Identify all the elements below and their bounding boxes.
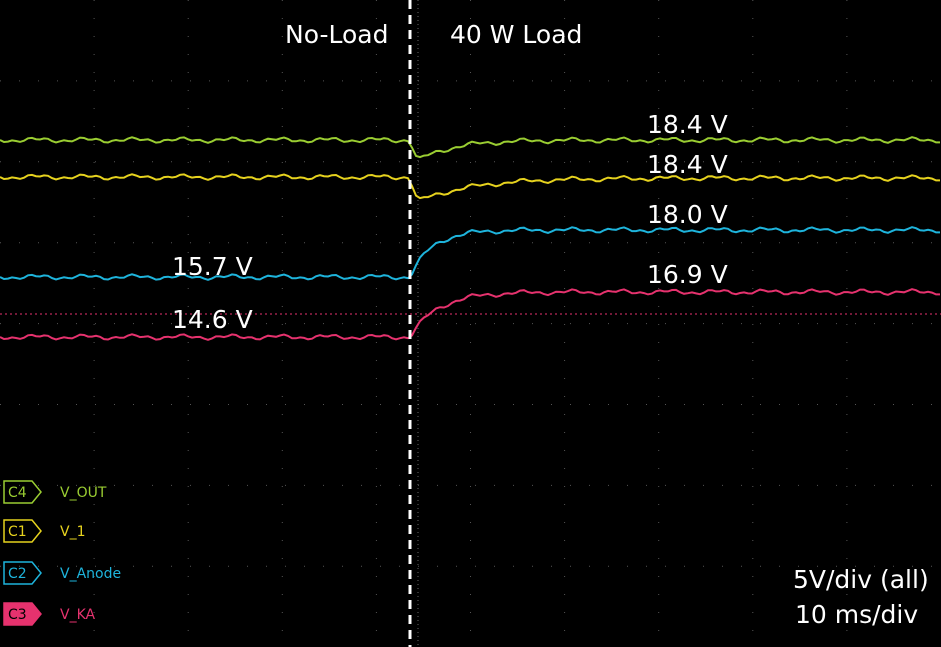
channel-legend: C4 V_OUT C1 V_1 C2 V_Anode C3 V_KA xyxy=(3,480,121,626)
annotation: 16.9 V xyxy=(647,260,728,289)
channel-id: C2 xyxy=(8,566,27,582)
trace xyxy=(0,288,940,341)
channel-badge xyxy=(3,519,42,543)
annotation: 15.7 V xyxy=(172,252,253,281)
channel-badge xyxy=(3,480,42,504)
traces xyxy=(0,136,940,341)
volts-per-div: 5V/div (all) xyxy=(793,565,929,594)
channel-name: V_1 xyxy=(60,524,85,540)
channel-id: C4 xyxy=(8,485,27,501)
trace xyxy=(0,226,940,281)
channel-name: V_KA xyxy=(60,607,96,623)
annotation: 18.0 V xyxy=(647,200,728,229)
annotation: 18.4 V xyxy=(647,150,728,179)
channel-name: V_Anode xyxy=(60,566,121,582)
load-label: 40 W Load xyxy=(450,20,582,49)
annotation: 14.6 V xyxy=(172,305,253,334)
channel-badge xyxy=(3,561,42,585)
trace xyxy=(0,173,940,200)
annotation: 18.4 V xyxy=(647,110,728,139)
channel-id: C1 xyxy=(8,524,27,540)
channel-badge xyxy=(3,602,42,626)
channel-name: V_OUT xyxy=(60,485,107,501)
channel-id: C3 xyxy=(8,607,27,623)
no-load-label: No-Load xyxy=(285,20,388,49)
time-per-div: 10 ms/div xyxy=(795,600,918,629)
trace xyxy=(0,136,940,159)
